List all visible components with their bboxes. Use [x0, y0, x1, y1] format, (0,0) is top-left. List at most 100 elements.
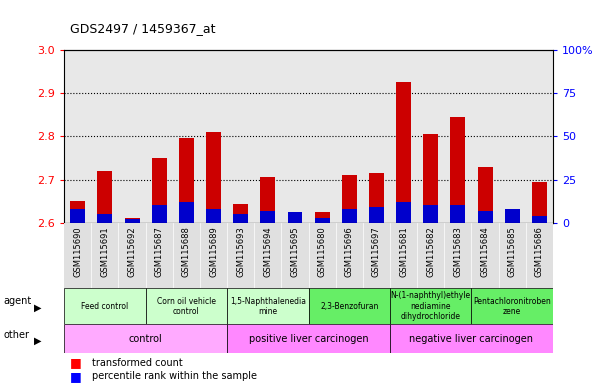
- Bar: [233, 214, 248, 223]
- Text: GSM115696: GSM115696: [345, 226, 354, 277]
- Text: percentile rank within the sample: percentile rank within the sample: [92, 371, 257, 381]
- Bar: [254, 50, 282, 223]
- Bar: [119, 50, 145, 223]
- Bar: [369, 207, 384, 223]
- Bar: [417, 223, 444, 288]
- Text: ▶: ▶: [34, 303, 41, 313]
- Text: negative liver carcinogen: negative liver carcinogen: [409, 334, 533, 344]
- Bar: [64, 50, 91, 223]
- Bar: [309, 223, 335, 288]
- Bar: [119, 223, 145, 288]
- Text: other: other: [3, 329, 29, 339]
- Text: GSM115686: GSM115686: [535, 226, 544, 277]
- Bar: [282, 50, 309, 223]
- Bar: [526, 223, 553, 288]
- Bar: [390, 288, 472, 324]
- Bar: [309, 50, 335, 223]
- Bar: [64, 324, 227, 353]
- Text: N-(1-naphthyl)ethyle
nediamine
dihydrochloride: N-(1-naphthyl)ethyle nediamine dihydroch…: [390, 291, 471, 321]
- Text: agent: agent: [3, 296, 31, 306]
- Bar: [260, 177, 276, 223]
- Bar: [335, 223, 363, 288]
- Bar: [369, 173, 384, 223]
- Bar: [152, 158, 167, 223]
- Bar: [97, 171, 112, 223]
- Text: GSM115684: GSM115684: [481, 226, 489, 277]
- Bar: [472, 223, 499, 288]
- Bar: [254, 223, 282, 288]
- Bar: [390, 324, 553, 353]
- Bar: [390, 223, 417, 288]
- Bar: [390, 50, 417, 223]
- Bar: [444, 50, 472, 223]
- Text: GSM115693: GSM115693: [236, 226, 245, 277]
- Text: GSM115682: GSM115682: [426, 226, 435, 277]
- Bar: [288, 212, 302, 223]
- Text: 2,3-Benzofuran: 2,3-Benzofuran: [320, 302, 378, 311]
- Bar: [532, 216, 547, 223]
- Text: Feed control: Feed control: [81, 302, 128, 311]
- Bar: [532, 182, 547, 223]
- Text: GSM115688: GSM115688: [182, 226, 191, 277]
- Text: Corn oil vehicle
control: Corn oil vehicle control: [157, 296, 216, 316]
- Bar: [152, 205, 167, 223]
- Bar: [179, 139, 194, 223]
- Bar: [70, 201, 85, 223]
- Bar: [233, 204, 248, 223]
- Bar: [288, 216, 302, 223]
- Bar: [64, 288, 145, 324]
- Bar: [227, 223, 254, 288]
- Bar: [363, 223, 390, 288]
- Bar: [282, 223, 309, 288]
- Bar: [505, 209, 520, 223]
- Bar: [260, 211, 276, 223]
- Bar: [206, 209, 221, 223]
- Bar: [499, 50, 526, 223]
- Text: GSM115695: GSM115695: [290, 226, 299, 276]
- Text: GSM115685: GSM115685: [508, 226, 517, 277]
- Text: GSM115689: GSM115689: [209, 226, 218, 277]
- Bar: [179, 202, 194, 223]
- Text: GSM115697: GSM115697: [372, 226, 381, 277]
- Text: GSM115681: GSM115681: [399, 226, 408, 277]
- Bar: [444, 223, 472, 288]
- Text: Pentachloronitroben
zene: Pentachloronitroben zene: [474, 296, 551, 316]
- Text: transformed count: transformed count: [92, 358, 183, 368]
- Text: control: control: [129, 334, 163, 344]
- Bar: [227, 50, 254, 223]
- Bar: [342, 175, 357, 223]
- Bar: [450, 205, 466, 223]
- Bar: [315, 218, 329, 223]
- Bar: [206, 132, 221, 223]
- Bar: [423, 134, 438, 223]
- Bar: [335, 50, 363, 223]
- Text: GSM115687: GSM115687: [155, 226, 164, 277]
- Bar: [396, 82, 411, 223]
- Bar: [309, 288, 390, 324]
- Text: GSM115690: GSM115690: [73, 226, 82, 276]
- Bar: [478, 211, 492, 223]
- Text: ■: ■: [70, 370, 82, 383]
- Text: ■: ■: [70, 356, 82, 369]
- Text: GDS2497 / 1459367_at: GDS2497 / 1459367_at: [70, 22, 216, 35]
- Bar: [97, 214, 112, 223]
- Bar: [64, 223, 91, 288]
- Bar: [173, 223, 200, 288]
- Text: positive liver carcinogen: positive liver carcinogen: [249, 334, 368, 344]
- Text: GSM115680: GSM115680: [318, 226, 327, 277]
- Bar: [70, 209, 85, 223]
- Bar: [200, 223, 227, 288]
- Bar: [363, 50, 390, 223]
- Text: GSM115683: GSM115683: [453, 226, 463, 277]
- Bar: [315, 212, 329, 223]
- Bar: [478, 167, 492, 223]
- Bar: [505, 218, 520, 223]
- Text: GSM115691: GSM115691: [100, 226, 109, 276]
- Text: GSM115694: GSM115694: [263, 226, 273, 276]
- Bar: [396, 202, 411, 223]
- Bar: [417, 50, 444, 223]
- Bar: [145, 223, 173, 288]
- Text: ▶: ▶: [34, 335, 41, 345]
- Bar: [342, 209, 357, 223]
- Bar: [125, 218, 139, 223]
